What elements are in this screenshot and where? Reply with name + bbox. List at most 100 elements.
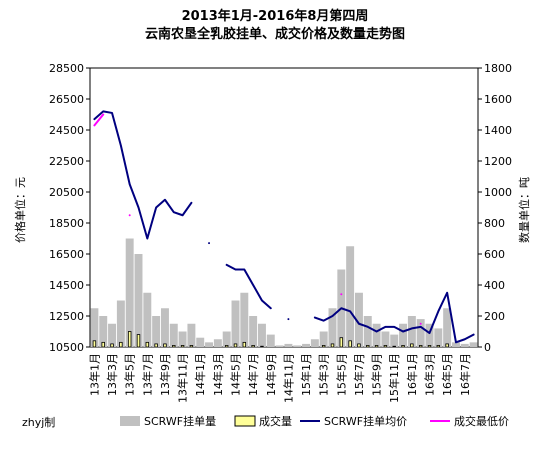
x-tick-label: 14年5月 (229, 353, 243, 396)
bar (160, 308, 169, 347)
x-tick-label: 14年9月 (264, 353, 278, 396)
y-tick-label: 24500 (49, 124, 84, 137)
line (93, 110, 475, 344)
note: zhyj制 (22, 416, 55, 429)
bar (145, 341, 150, 348)
x-tick-label: 13年5月 (123, 353, 137, 396)
bar (330, 343, 335, 348)
legend-swatch (234, 415, 256, 427)
bar (240, 292, 249, 347)
bar (293, 345, 302, 347)
bar (427, 345, 432, 348)
legend-label: SCRWF挂单均价 (324, 414, 407, 428)
bar (143, 292, 152, 347)
y-tick-label: 28500 (49, 62, 84, 75)
bar (443, 308, 452, 347)
bar (196, 337, 205, 347)
y-tick-label: 16500 (49, 248, 84, 261)
x-tick-label: 13年3月 (105, 353, 119, 396)
y2-tick-label: 200 (484, 310, 505, 323)
bar (407, 316, 416, 347)
bar (354, 292, 363, 347)
bar (266, 334, 275, 347)
bar (319, 331, 328, 347)
bar (425, 323, 434, 347)
x-tick-label: 14年7月 (246, 353, 260, 396)
bar (101, 341, 105, 348)
bar (366, 345, 370, 348)
bar (180, 345, 185, 348)
bar (163, 343, 167, 348)
bar (275, 345, 284, 347)
y-axis-label: 价格单位：元 (13, 177, 27, 243)
y-tick-label: 26500 (49, 93, 84, 106)
y2-tick-label: 800 (484, 217, 505, 230)
x-tick-label: 15年11月 (387, 353, 401, 403)
bar (436, 345, 441, 348)
x-tick-label: 16年7月 (458, 353, 472, 396)
bar (222, 331, 231, 347)
chart-subtitle: 云南农垦全乳胶挂单、成交价格及数量走势图 (145, 26, 405, 42)
y2-tick-label: 400 (484, 279, 505, 292)
bar (363, 316, 372, 347)
bar (249, 316, 258, 347)
line (93, 113, 422, 325)
bar (178, 331, 187, 347)
y-tick-label: 10500 (49, 341, 84, 354)
y-tick-label: 12500 (49, 310, 84, 323)
x-tick-label: 15年1月 (299, 353, 313, 396)
legend-swatch (120, 416, 140, 426)
x-tick-label: 15年3月 (317, 353, 331, 396)
bar (224, 345, 229, 348)
bar (187, 323, 196, 347)
bar (401, 345, 405, 348)
x-tick-label: 13年11月 (176, 353, 190, 403)
y2-axis-label: 数量单位：吨 (517, 177, 531, 243)
bar (205, 342, 214, 347)
y-tick-label: 14500 (49, 279, 84, 292)
bar (125, 238, 134, 347)
bar (392, 345, 396, 348)
x-tick-label: 13年9月 (158, 353, 172, 396)
y-tick-label: 18500 (49, 217, 84, 230)
bar (328, 308, 337, 347)
bar (383, 345, 388, 348)
bar (321, 345, 326, 348)
plot-frame (89, 67, 479, 348)
bar (346, 246, 355, 347)
bar (189, 345, 194, 348)
x-tick-label: 16年5月 (440, 353, 454, 396)
bar (154, 343, 158, 348)
bar (434, 328, 443, 347)
bar (92, 340, 97, 348)
legend-label: 成交最低价 (454, 414, 509, 428)
bar (134, 254, 143, 347)
chart-title: 2013年1月-2016年8月第四周 (182, 8, 369, 24)
x-tick-label: 15年5月 (334, 353, 348, 396)
bar (374, 345, 379, 348)
legend-label: SCRWF挂单量 (144, 414, 216, 428)
bar (381, 331, 390, 347)
bar (445, 343, 449, 348)
bar (260, 345, 264, 348)
y2-tick-label: 1400 (484, 124, 512, 137)
bar (110, 343, 114, 348)
bar (418, 345, 423, 348)
x-tick-label: 16年3月 (423, 353, 437, 396)
bar (169, 323, 178, 347)
bar (348, 340, 352, 348)
y-tick-label: 20500 (49, 186, 84, 199)
bar (257, 323, 266, 347)
bar (108, 323, 117, 347)
x-tick-label: 16年1月 (405, 353, 419, 396)
bar (410, 343, 414, 348)
y2-tick-label: 1600 (484, 93, 512, 106)
x-tick-label: 14年11月 (281, 353, 295, 403)
bar (99, 316, 108, 347)
x-tick-label: 15年9月 (370, 353, 384, 396)
bar (460, 343, 469, 347)
bar (372, 323, 381, 347)
x-tick-label: 13年1月 (87, 353, 101, 396)
bar (399, 323, 408, 347)
